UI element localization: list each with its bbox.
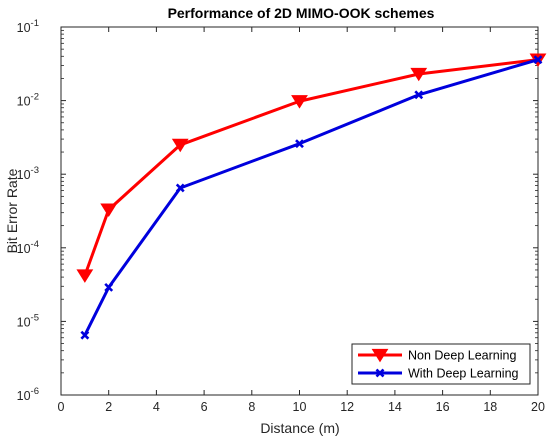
series-line-2 — [83, 58, 539, 336]
x-tick-label: 0 — [58, 400, 65, 414]
y-tick-label: 10-3 — [17, 165, 39, 182]
series-1-point — [76, 269, 94, 283]
x-marker-stroke — [375, 368, 385, 378]
y-tick-base: 10 — [17, 389, 31, 403]
y-tick-base: 10 — [17, 21, 31, 35]
series-1-point — [410, 67, 428, 82]
x-marker-stroke — [80, 330, 90, 340]
y-tick-base: 10 — [17, 242, 31, 256]
y-tick-label: 10-4 — [17, 239, 39, 256]
x-marker-stroke — [104, 282, 114, 292]
y-tick-base: 10 — [17, 95, 31, 109]
series-1-point — [171, 138, 189, 153]
y-tick-exponent: -6 — [31, 386, 39, 397]
y-tick-exponent: -2 — [31, 92, 39, 103]
y-tick-label: 10-6 — [17, 386, 39, 403]
y-tick-exponent: -1 — [31, 18, 39, 29]
x-tick-label: 14 — [388, 400, 402, 414]
y-tick-exponent: -5 — [31, 312, 39, 323]
y-tick-label: 10-2 — [17, 92, 39, 109]
chart-title: Performance of 2D MIMO-OOK schemes — [168, 5, 435, 21]
x-tick-label: 12 — [340, 400, 354, 414]
series-2-point — [80, 330, 90, 340]
series-2-point — [175, 183, 185, 193]
y-tick-label: 10-1 — [17, 18, 39, 35]
y-tick-label: 10-5 — [17, 312, 39, 329]
x-axis-label: Distance (m) — [260, 420, 339, 436]
series-layer — [76, 53, 547, 340]
x-marker-stroke — [533, 55, 543, 65]
legend-label: With Deep Learning — [408, 367, 519, 381]
y-tick-exponent: -3 — [31, 165, 39, 176]
series-1-point — [291, 95, 308, 109]
y-tick-exponent: -4 — [31, 239, 39, 250]
series-line-1 — [83, 58, 539, 277]
legend-marker — [375, 368, 385, 378]
x-tick-label: 20 — [531, 400, 545, 414]
x-marker-stroke — [414, 90, 424, 100]
x-marker-stroke — [175, 183, 185, 193]
y-tick-base: 10 — [17, 168, 31, 182]
series-1-point — [100, 203, 118, 217]
series-2-point — [295, 139, 304, 149]
x-tick-label: 16 — [436, 400, 450, 414]
x-tick-label: 18 — [483, 400, 497, 414]
legend-marker — [371, 348, 389, 363]
axes-layer: 0 2 4 6 8 10 12 14 16 18 2010-610-510-410-310-210-… — [17, 18, 545, 414]
x-tick-label: 4 — [153, 400, 160, 414]
x-tick-label: 10 — [293, 400, 307, 414]
plot-area — [61, 27, 538, 395]
y-axis-label: Bit Error Rate — [4, 168, 20, 253]
series-2-point — [104, 282, 114, 292]
y-tick-base: 10 — [17, 315, 31, 329]
x-tick-label: 8 — [248, 400, 255, 414]
x-tick-label: 6 — [201, 400, 208, 414]
legend-label: Non Deep Learning — [408, 349, 516, 363]
legend: Non Deep Learning With Deep Learning — [351, 343, 531, 385]
x-tick-label: 2 — [105, 400, 112, 414]
series-2-point — [414, 90, 424, 100]
series-2-point — [533, 55, 543, 65]
x-marker-stroke — [295, 139, 304, 149]
